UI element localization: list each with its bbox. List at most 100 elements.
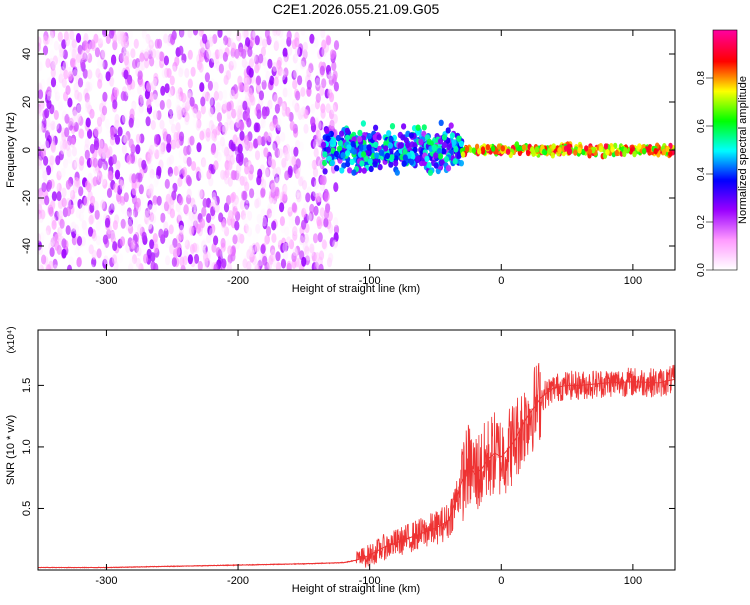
spectrogram-cell xyxy=(243,223,249,234)
spectrogram-cell xyxy=(316,192,322,203)
spectrogram-cell xyxy=(243,205,250,215)
colorbar-swatch xyxy=(713,110,737,113)
spectrogram-cell xyxy=(260,187,266,198)
spectrogram-cell xyxy=(86,171,92,182)
spectrogram-cell xyxy=(521,144,527,151)
spectrogram-cell xyxy=(69,222,75,233)
spectrogram-cell xyxy=(190,66,196,77)
spectrogram-cell xyxy=(159,119,165,130)
spectrogram-cell xyxy=(123,134,129,145)
spectrogram-cell xyxy=(262,109,268,120)
spectrogram-cell xyxy=(273,167,279,178)
spectrogram-cell xyxy=(418,138,424,146)
colorbar-swatch xyxy=(713,50,737,53)
spectrogram-cell xyxy=(236,232,243,243)
spectrogram-cell xyxy=(43,35,49,46)
spectrogram-cell xyxy=(256,109,262,120)
spectrogram-cell xyxy=(153,243,159,254)
spectrogram-cell xyxy=(665,145,670,153)
spectrogram-cell xyxy=(292,98,298,109)
spectrogram-cell xyxy=(71,57,77,68)
spectrogram-cell xyxy=(384,152,390,160)
spectrogram-cell xyxy=(302,241,308,252)
spectrogram-cell xyxy=(270,159,276,170)
spectrogram-cell xyxy=(581,148,586,156)
spectrogram-cell xyxy=(325,103,331,114)
spectrogram-cell xyxy=(250,95,256,106)
spectrogram-cell xyxy=(71,221,77,232)
spectrogram-cell xyxy=(598,145,604,153)
spectrogram-cell xyxy=(280,258,287,269)
spectrogram-cell xyxy=(46,77,52,88)
spectrogram-cell xyxy=(332,113,338,124)
spectrogram-cell xyxy=(139,52,145,63)
colorbar-swatch xyxy=(713,178,737,181)
spectrogram-cell xyxy=(245,37,251,48)
spectrogram-cell xyxy=(135,58,141,68)
spectrogram-cell xyxy=(333,224,340,235)
spectrogram-cell xyxy=(273,76,279,87)
spectrogram-cell xyxy=(286,138,292,149)
spectrogram-cell xyxy=(453,146,459,153)
spectrogram-cell xyxy=(141,231,147,242)
spectrogram-cell xyxy=(222,51,228,62)
spectrogram-cell xyxy=(480,146,486,153)
spectrogram-cell xyxy=(44,195,50,206)
spectrogram-cell xyxy=(312,187,318,197)
spectrogram-cell xyxy=(306,67,312,78)
spectrogram-cell xyxy=(283,184,289,195)
spectrogram-cell xyxy=(325,64,332,75)
spectrogram-cell xyxy=(101,201,108,212)
spectrogram-cell xyxy=(226,115,232,126)
spectrogram-cell xyxy=(176,105,182,116)
spectrogram-cell xyxy=(298,141,304,152)
spectrogram-cell xyxy=(439,159,445,166)
spectrogram-cell xyxy=(320,30,326,39)
spectrogram-cell xyxy=(70,116,76,127)
spectrogram-cell xyxy=(212,200,219,211)
spectrogram-cell xyxy=(113,87,119,98)
spectrogram-cell xyxy=(104,148,111,159)
spectrogram-cell xyxy=(226,101,232,112)
spectrogram-cell xyxy=(246,249,252,260)
spectrogram-cell xyxy=(84,138,90,148)
colorbar-tick-label: 0.6 xyxy=(696,119,707,133)
spectrogram-cell xyxy=(40,209,46,220)
spectrogram-cell xyxy=(261,179,267,189)
spectrogram-cell xyxy=(302,49,308,60)
spectrogram-cell xyxy=(66,66,72,77)
spectrogram-cell xyxy=(114,134,121,145)
spectrogram-cell xyxy=(129,258,135,269)
spectrogram-cell xyxy=(261,216,267,227)
spectrogram-cell xyxy=(280,242,286,253)
spectrogram-cell xyxy=(262,178,268,189)
spectrogram-cell xyxy=(38,146,41,157)
spectrogram-cell xyxy=(126,100,132,111)
spectrogram-cell xyxy=(126,154,132,165)
spectrogram-cell xyxy=(402,148,408,156)
spectrogram-cell xyxy=(166,31,172,42)
spectrogram-cell xyxy=(85,102,91,113)
spectrogram-cell xyxy=(164,83,170,94)
spectrogram-cell xyxy=(63,158,69,169)
spectrogram-cell xyxy=(96,116,103,127)
spectrogram-cell xyxy=(178,107,184,118)
spectrogram-cell xyxy=(162,128,168,139)
spectrogram-cell xyxy=(94,209,100,220)
spectrogram-cell xyxy=(287,152,293,162)
colorbar-swatch xyxy=(713,254,737,257)
spectrogram-cell xyxy=(312,233,319,244)
spectrogram-cell xyxy=(46,122,53,133)
spectrogram-cell xyxy=(177,211,183,222)
spectrogram-cell xyxy=(221,125,228,136)
spectrogram-cell xyxy=(87,128,93,139)
spectrogram-cell xyxy=(187,254,193,265)
colorbar-swatch xyxy=(713,268,737,271)
spectrogram-cell xyxy=(85,43,91,54)
spectrogram-cell xyxy=(251,52,257,63)
spectrogram-cell xyxy=(76,256,82,267)
spectrogram-cell xyxy=(114,228,120,239)
spectrogram-cell xyxy=(248,58,255,69)
spectrogram-cell xyxy=(38,262,41,270)
spectrogram-cell xyxy=(208,96,214,107)
